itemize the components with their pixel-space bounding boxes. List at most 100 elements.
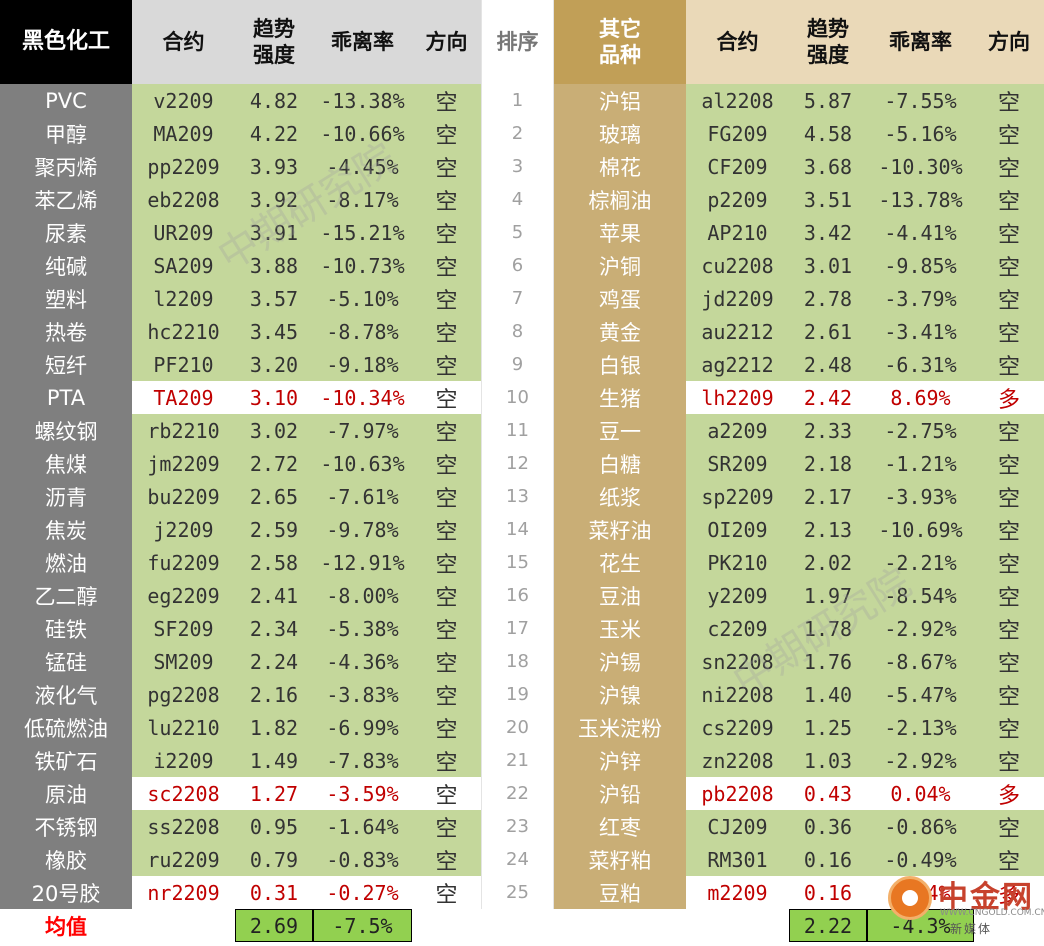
left-strength: 3.45 bbox=[235, 315, 313, 348]
left-deviation-header: 乖离率 bbox=[313, 0, 412, 84]
right-code: OI209 bbox=[686, 513, 789, 546]
rank-number: 2 bbox=[481, 117, 554, 150]
right-deviation: -0.49% bbox=[867, 843, 974, 876]
rank-header: 排序 bbox=[481, 0, 554, 84]
left-code: bu2209 bbox=[132, 480, 235, 513]
left-deviation: -5.38% bbox=[313, 612, 412, 645]
table-row: PTA TA209 3.10 -10.34% 空 10 生猪 lh2209 2.42 8.69% 多 bbox=[0, 381, 1044, 414]
right-deviation: -6.31% bbox=[867, 348, 974, 381]
left-strength: 0.79 bbox=[235, 843, 313, 876]
left-deviation: -7.83% bbox=[313, 744, 412, 777]
rank-number: 21 bbox=[481, 744, 554, 777]
left-name: 乙二醇 bbox=[0, 579, 132, 612]
right-deviation: -2.21% bbox=[867, 546, 974, 579]
table-body: PVC v2209 4.82 -13.38% 空 1 沪铝 al2208 5.87 -7.55% 空… bbox=[0, 84, 1044, 909]
table-row: 锰硅 SM209 2.24 -4.36% 空 18 沪锡 sn2208 1.76 -8.67% 空 bbox=[0, 645, 1044, 678]
left-direction: 空 bbox=[412, 612, 481, 645]
left-deviation: -10.66% bbox=[313, 117, 412, 150]
right-deviation: -0.86% bbox=[867, 810, 974, 843]
left-code: i2209 bbox=[132, 744, 235, 777]
table-row: 聚丙烯 pp2209 3.93 -4.45% 空 3 棉花 CF209 3.68 -10.30% 空 bbox=[0, 150, 1044, 183]
table-row: 苯乙烯 eb2208 3.92 -8.17% 空 4 棕榈油 p2209 3.51 -13.78%… bbox=[0, 183, 1044, 216]
left-strength: 1.82 bbox=[235, 711, 313, 744]
left-name: 沥青 bbox=[0, 480, 132, 513]
right-strength: 2.13 bbox=[789, 513, 867, 546]
right-code: p2209 bbox=[686, 183, 789, 216]
table-row: 硅铁 SF209 2.34 -5.38% 空 17 玉米 c2209 1.78 -2.92% 空 bbox=[0, 612, 1044, 645]
rank-number: 16 bbox=[481, 579, 554, 612]
left-group-title: 黑色化工 bbox=[0, 0, 132, 84]
rank-number: 13 bbox=[481, 480, 554, 513]
right-direction: 空 bbox=[974, 843, 1044, 876]
right-direction: 空 bbox=[974, 249, 1044, 282]
left-direction: 空 bbox=[412, 315, 481, 348]
left-direction: 空 bbox=[412, 876, 481, 909]
left-strength: 1.49 bbox=[235, 744, 313, 777]
left-code: SF209 bbox=[132, 612, 235, 645]
left-strength: 0.95 bbox=[235, 810, 313, 843]
left-deviation: -10.34% bbox=[313, 381, 412, 414]
right-direction: 空 bbox=[974, 150, 1044, 183]
left-direction: 空 bbox=[412, 84, 481, 117]
right-direction: 空 bbox=[974, 480, 1044, 513]
left-direction: 空 bbox=[412, 810, 481, 843]
right-code: ag2212 bbox=[686, 348, 789, 381]
right-code: au2212 bbox=[686, 315, 789, 348]
left-deviation: -10.63% bbox=[313, 447, 412, 480]
left-strength: 0.31 bbox=[235, 876, 313, 909]
average-label: 均值 bbox=[0, 909, 132, 942]
rank-number: 10 bbox=[481, 381, 554, 414]
left-code: eb2208 bbox=[132, 183, 235, 216]
table-row: 沥青 bu2209 2.65 -7.61% 空 13 纸浆 sp2209 2.17 -3.93% 空 bbox=[0, 480, 1044, 513]
left-name: 液化气 bbox=[0, 678, 132, 711]
left-name: PTA bbox=[0, 381, 132, 414]
right-deviation: -4.41% bbox=[867, 216, 974, 249]
left-direction: 空 bbox=[412, 414, 481, 447]
right-deviation: -8.67% bbox=[867, 645, 974, 678]
table-row: 尿素 UR209 3.91 -15.21% 空 5 苹果 AP210 3.42 -4.41% 空 bbox=[0, 216, 1044, 249]
left-direction: 空 bbox=[412, 711, 481, 744]
right-deviation: -2.13% bbox=[867, 711, 974, 744]
left-strength-header: 趋势 强度 bbox=[235, 0, 313, 84]
left-code: TA209 bbox=[132, 381, 235, 414]
left-strength: 2.65 bbox=[235, 480, 313, 513]
left-code: rb2210 bbox=[132, 414, 235, 447]
left-direction: 空 bbox=[412, 513, 481, 546]
left-strength: 1.27 bbox=[235, 777, 313, 810]
right-strength: 0.16 bbox=[789, 843, 867, 876]
left-deviation: -8.00% bbox=[313, 579, 412, 612]
left-code: SA209 bbox=[132, 249, 235, 282]
left-name: 原油 bbox=[0, 777, 132, 810]
left-name: 螺纹钢 bbox=[0, 414, 132, 447]
left-name: 甲醇 bbox=[0, 117, 132, 150]
left-name: PVC bbox=[0, 84, 132, 117]
rank-number: 4 bbox=[481, 183, 554, 216]
left-direction: 空 bbox=[412, 744, 481, 777]
left-deviation: -8.17% bbox=[313, 183, 412, 216]
table-row: 纯碱 SA209 3.88 -10.73% 空 6 沪铜 cu2208 3.01 -9.85% 空 bbox=[0, 249, 1044, 282]
right-name: 黄金 bbox=[554, 315, 686, 348]
logo-subtitle: 新媒体 bbox=[950, 922, 993, 936]
right-code: AP210 bbox=[686, 216, 789, 249]
left-direction: 空 bbox=[412, 216, 481, 249]
rank-number: 14 bbox=[481, 513, 554, 546]
left-name: 焦炭 bbox=[0, 513, 132, 546]
table-row: 铁矿石 i2209 1.49 -7.83% 空 21 沪锌 zn2208 1.03 -2.92% 空 bbox=[0, 744, 1044, 777]
right-deviation: -2.75% bbox=[867, 414, 974, 447]
left-strength: 2.59 bbox=[235, 513, 313, 546]
average-spacer bbox=[554, 909, 686, 942]
right-deviation: -5.16% bbox=[867, 117, 974, 150]
logo-icon bbox=[888, 876, 932, 920]
right-strength: 3.01 bbox=[789, 249, 867, 282]
right-strength: 0.16 bbox=[789, 876, 867, 909]
right-deviation: -3.79% bbox=[867, 282, 974, 315]
table-row: 短纤 PF210 3.20 -9.18% 空 9 白银 ag2212 2.48 -6.31% 空 bbox=[0, 348, 1044, 381]
right-direction: 多 bbox=[974, 777, 1044, 810]
right-direction: 空 bbox=[974, 513, 1044, 546]
right-code: c2209 bbox=[686, 612, 789, 645]
left-deviation: -10.73% bbox=[313, 249, 412, 282]
right-name: 苹果 bbox=[554, 216, 686, 249]
left-code: eg2209 bbox=[132, 579, 235, 612]
left-name: 铁矿石 bbox=[0, 744, 132, 777]
